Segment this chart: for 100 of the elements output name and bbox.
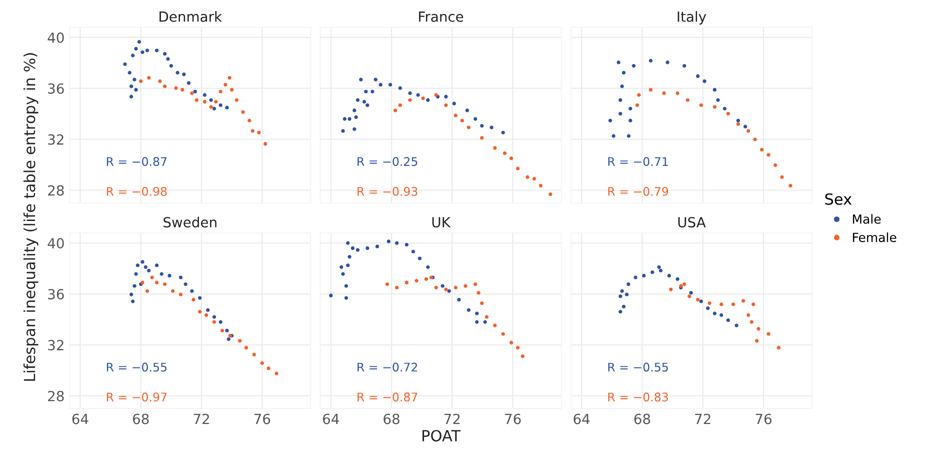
point: [366, 103, 370, 108]
point: [516, 346, 520, 350]
point: [129, 292, 134, 296]
point: [720, 313, 724, 317]
point: [447, 289, 451, 293]
x-tick-label: 64: [323, 414, 339, 424]
point: [648, 58, 653, 63]
point: [209, 98, 213, 102]
point: [154, 280, 159, 284]
point: [162, 52, 167, 56]
point: [348, 117, 352, 121]
point: [212, 106, 216, 110]
point: [746, 129, 750, 133]
point: [465, 108, 470, 112]
point: [699, 300, 704, 304]
point: [218, 90, 222, 94]
point: [418, 256, 422, 260]
point: [667, 274, 672, 278]
point: [484, 315, 489, 319]
x-tick-label: 72: [695, 414, 710, 424]
point: [346, 241, 350, 245]
point: [454, 114, 458, 118]
x-tick-label: 68: [384, 414, 400, 424]
point: [356, 98, 360, 102]
point: [132, 284, 136, 288]
x-tick-label: 76: [505, 414, 521, 424]
point: [657, 265, 661, 269]
point: [263, 142, 268, 146]
point: [502, 151, 507, 156]
point: [686, 98, 690, 102]
point: [174, 86, 178, 90]
point: [139, 79, 143, 84]
point: [190, 289, 194, 293]
annotation: R = −0.93: [358, 186, 418, 196]
point: [476, 291, 480, 295]
y-tick-label: 28: [48, 390, 64, 402]
y-tick-label: 40: [48, 32, 64, 43]
point: [736, 118, 740, 122]
point: [352, 108, 356, 112]
point: [746, 313, 750, 317]
point: [364, 90, 368, 94]
annotation: R = −0.98: [106, 186, 167, 196]
x-tick-label: 68: [634, 414, 650, 424]
point: [454, 286, 458, 290]
point: [218, 320, 222, 324]
point: [501, 130, 505, 134]
point: [658, 268, 663, 272]
point: [773, 163, 778, 167]
point: [238, 339, 242, 343]
point: [618, 294, 622, 298]
annotation: R = −0.55: [608, 362, 668, 372]
point: [130, 300, 135, 304]
point: [134, 272, 138, 276]
point: [184, 282, 188, 286]
point: [212, 315, 216, 319]
point: [225, 106, 229, 110]
point: [408, 98, 412, 102]
point: [257, 130, 261, 134]
y-tick-label: 36: [48, 288, 64, 300]
point: [169, 64, 174, 68]
point: [248, 118, 252, 122]
y-tick-label: 28: [48, 185, 64, 196]
x-tick-label: 64: [574, 414, 590, 424]
point: [190, 91, 194, 96]
point: [388, 82, 392, 87]
point: [341, 272, 345, 276]
point: [475, 320, 479, 324]
point: [348, 254, 352, 259]
point: [250, 129, 254, 133]
point: [171, 289, 175, 293]
point: [356, 248, 360, 252]
point: [734, 324, 738, 328]
x-tick-label: 76: [254, 414, 270, 424]
point: [209, 105, 213, 109]
point: [212, 320, 216, 324]
point: [178, 276, 183, 280]
point: [234, 98, 238, 102]
point: [198, 296, 202, 300]
point: [743, 124, 748, 128]
point: [622, 70, 626, 75]
y-tick-label: 32: [48, 134, 64, 145]
point: [342, 117, 347, 121]
point: [132, 78, 136, 82]
legend-label: Male: [852, 214, 881, 224]
point: [708, 301, 712, 305]
point: [192, 298, 196, 302]
point: [753, 138, 757, 142]
point: [788, 184, 792, 188]
point: [756, 327, 760, 331]
point: [474, 282, 478, 286]
annotation: R = −0.87: [106, 157, 167, 166]
point: [726, 112, 730, 116]
point: [218, 103, 222, 108]
point: [731, 302, 736, 306]
point: [662, 91, 666, 96]
point: [385, 282, 389, 286]
point: [650, 270, 654, 274]
point: [682, 282, 686, 286]
point: [474, 117, 478, 121]
point: [359, 78, 363, 82]
